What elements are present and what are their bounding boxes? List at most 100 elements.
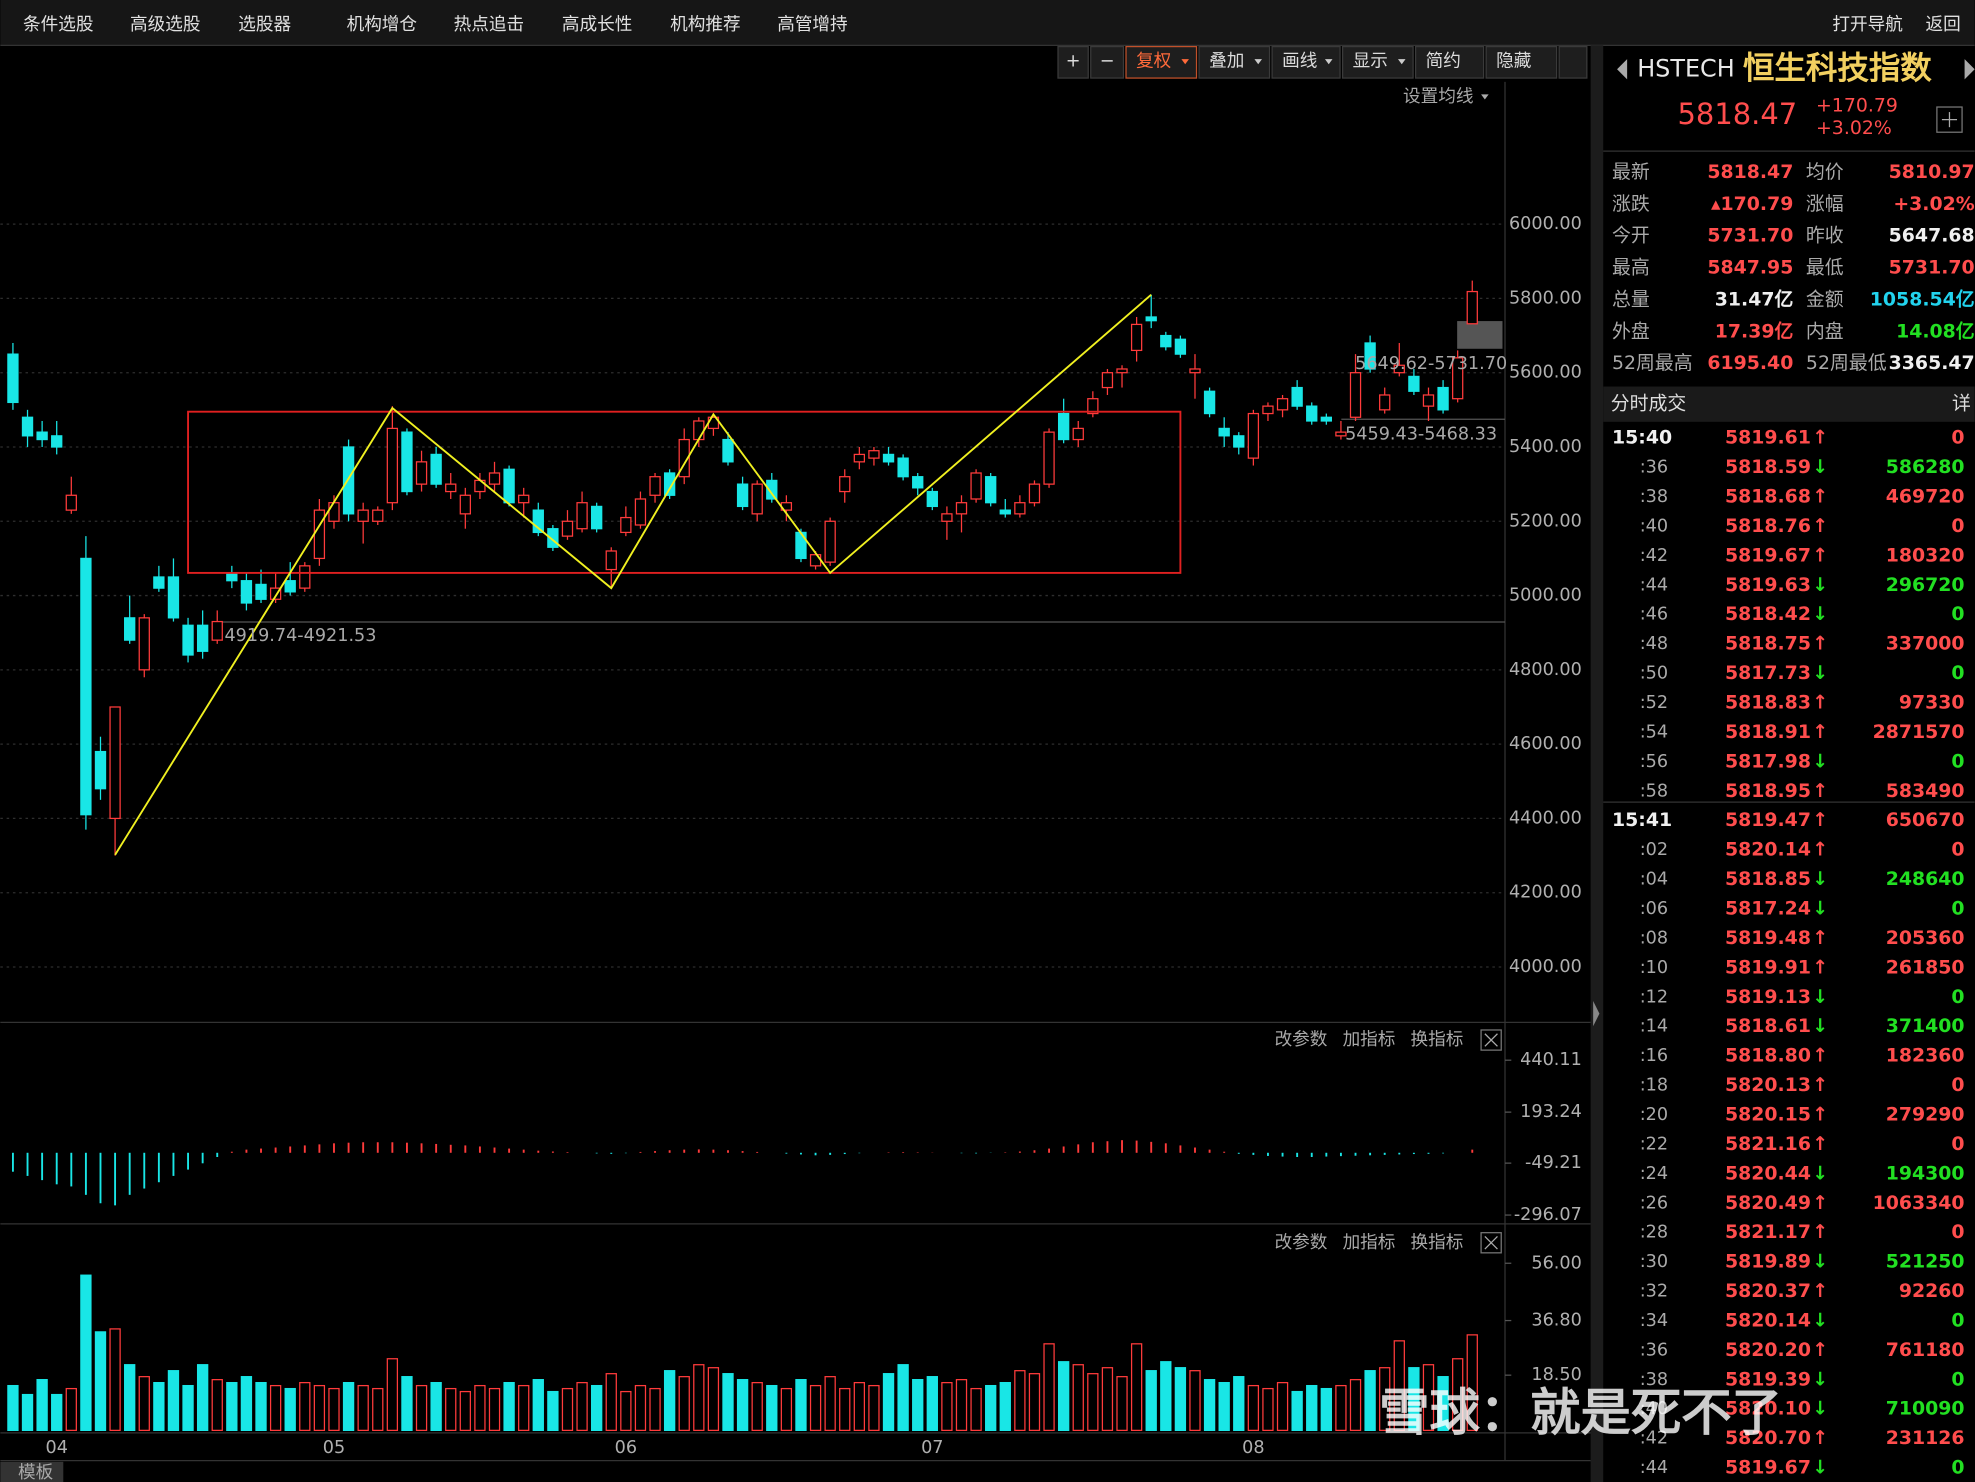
candle-body bbox=[153, 576, 165, 589]
candle-body bbox=[1189, 368, 1201, 374]
trades-detail[interactable]: 详 bbox=[1952, 393, 1971, 415]
price-marker bbox=[1457, 321, 1503, 349]
trade-volume: 0 bbox=[1951, 1221, 1964, 1243]
quote-value: 5810.97 bbox=[1889, 161, 1975, 183]
trade-direction: ↓ bbox=[1812, 897, 1828, 919]
trade-price: 5819.89 bbox=[1725, 1251, 1811, 1273]
indicator-button[interactable]: 改参数 bbox=[1275, 1030, 1328, 1050]
fullscreen-button[interactable] bbox=[1558, 45, 1588, 79]
toolbar-label[interactable]: 简约 bbox=[1426, 52, 1461, 72]
trade-time: :06 bbox=[1640, 899, 1668, 919]
toolbar-button[interactable] bbox=[1057, 45, 1089, 79]
trade-time: :44 bbox=[1640, 1458, 1668, 1478]
x-tick-label: 07 bbox=[921, 1438, 943, 1458]
trade-volume: 279290 bbox=[1886, 1103, 1965, 1125]
volume-bar bbox=[1379, 1367, 1391, 1432]
ma-setting[interactable]: 设置均线 bbox=[1403, 87, 1473, 107]
trade-volume: 2871570 bbox=[1873, 721, 1965, 743]
volume-bar bbox=[1276, 1381, 1289, 1432]
candle-body bbox=[1145, 316, 1157, 322]
trade-direction: ↑ bbox=[1812, 692, 1828, 714]
y-tick-label: 4800.00 bbox=[1509, 660, 1582, 680]
trade-volume: 0 bbox=[1951, 427, 1964, 449]
trade-direction: ↑ bbox=[1812, 1133, 1828, 1155]
trade-direction: ↑ bbox=[1812, 839, 1828, 861]
trade-price: 5818.68 bbox=[1725, 486, 1811, 508]
trade-volume: 0 bbox=[1951, 839, 1964, 861]
volume-bar bbox=[211, 1379, 223, 1432]
quote-label: 内盘 bbox=[1806, 320, 1844, 342]
volume-bar bbox=[1306, 1384, 1318, 1432]
candle-body bbox=[386, 427, 399, 504]
menu-right[interactable]: 返回 bbox=[1926, 15, 1961, 35]
candle-body bbox=[328, 502, 340, 522]
indicator-button[interactable]: 加指标 bbox=[1343, 1233, 1396, 1253]
trade-price: 5819.39 bbox=[1725, 1368, 1811, 1390]
menu-item[interactable]: 高管增持 bbox=[777, 15, 847, 35]
toolbar-button[interactable] bbox=[1090, 45, 1125, 79]
volume-bar bbox=[561, 1387, 574, 1432]
menu-item[interactable]: 机构增仓 bbox=[347, 15, 418, 35]
next-arrow[interactable] bbox=[1964, 59, 1975, 80]
menu-item[interactable]: 选股器 bbox=[238, 15, 291, 35]
indicator-button[interactable]: 换指标 bbox=[1411, 1233, 1464, 1253]
y-tick-label: 56.00 bbox=[1531, 1253, 1581, 1273]
volume-bar bbox=[488, 1387, 501, 1432]
candle-body bbox=[138, 617, 150, 671]
indicator-button[interactable]: 加指标 bbox=[1343, 1030, 1396, 1050]
candle-body bbox=[240, 580, 253, 604]
volume-bar bbox=[153, 1381, 165, 1432]
candle-body bbox=[299, 565, 311, 589]
trade-time: :54 bbox=[1640, 722, 1668, 742]
indicator-button[interactable]: 换指标 bbox=[1411, 1030, 1464, 1050]
add-button[interactable] bbox=[1936, 106, 1963, 133]
template-tab[interactable]: 模板 bbox=[18, 1463, 54, 1482]
trade-volume: 180320 bbox=[1886, 544, 1965, 566]
panel-divider bbox=[1590, 45, 1604, 1482]
menu-item[interactable]: 高级选股 bbox=[130, 15, 200, 35]
trade-price: 5820.70 bbox=[1725, 1427, 1811, 1449]
candle-body bbox=[1379, 394, 1391, 411]
toolbar-button[interactable] bbox=[1414, 45, 1485, 79]
toolbar-label[interactable]: 叠加 bbox=[1209, 52, 1244, 72]
toolbar-label[interactable]: − bbox=[1100, 52, 1115, 72]
trade-price: 5819.13 bbox=[1725, 986, 1811, 1008]
candle-body bbox=[1335, 431, 1347, 437]
toolbar-label[interactable]: + bbox=[1066, 52, 1081, 72]
close-button[interactable] bbox=[1480, 1232, 1502, 1254]
toolbar-label[interactable]: 隐藏 bbox=[1496, 52, 1532, 72]
close-button[interactable] bbox=[1480, 1029, 1502, 1051]
trade-time: :38 bbox=[1640, 1370, 1668, 1390]
volume-bar bbox=[240, 1376, 253, 1432]
menu-item[interactable]: 机构推荐 bbox=[670, 15, 740, 35]
quote-value: 3365.47 bbox=[1889, 352, 1975, 374]
volume-bar bbox=[1160, 1361, 1172, 1432]
template-tab-bg[interactable] bbox=[0, 1461, 64, 1482]
volume-bar bbox=[1014, 1370, 1026, 1432]
trade-time: :42 bbox=[1640, 546, 1668, 566]
candle-body bbox=[1057, 412, 1070, 441]
trade-price: 5819.67 bbox=[1725, 1457, 1811, 1479]
candle-body bbox=[503, 468, 515, 504]
indicator-button[interactable]: 改参数 bbox=[1275, 1233, 1328, 1253]
candle-body bbox=[941, 513, 953, 522]
menu-item[interactable]: 高成长性 bbox=[562, 15, 632, 35]
candle-body bbox=[576, 502, 588, 530]
trade-time: 15:40 bbox=[1612, 427, 1672, 449]
candle-body bbox=[547, 528, 559, 548]
volume-bar bbox=[1466, 1334, 1478, 1432]
candle-body bbox=[649, 476, 661, 496]
trade-price: 5820.15 bbox=[1725, 1103, 1811, 1125]
toolbar-label[interactable]: 画线 bbox=[1282, 52, 1317, 72]
menu-right[interactable]: 打开导航 bbox=[1832, 15, 1903, 35]
toolbar-button[interactable] bbox=[1485, 45, 1558, 79]
trade-volume: 1063340 bbox=[1873, 1192, 1965, 1214]
prev-arrow[interactable] bbox=[1617, 59, 1628, 80]
toolbar-label[interactable]: 显示 bbox=[1353, 52, 1388, 72]
menu-item[interactable]: 条件选股 bbox=[23, 15, 93, 35]
candle-body bbox=[1101, 372, 1114, 389]
trade-volume: 261850 bbox=[1886, 956, 1965, 978]
menu-item[interactable]: 热点追击 bbox=[454, 15, 524, 35]
toolbar-label[interactable]: 复权 bbox=[1136, 52, 1172, 72]
volume-bar bbox=[328, 1387, 340, 1432]
